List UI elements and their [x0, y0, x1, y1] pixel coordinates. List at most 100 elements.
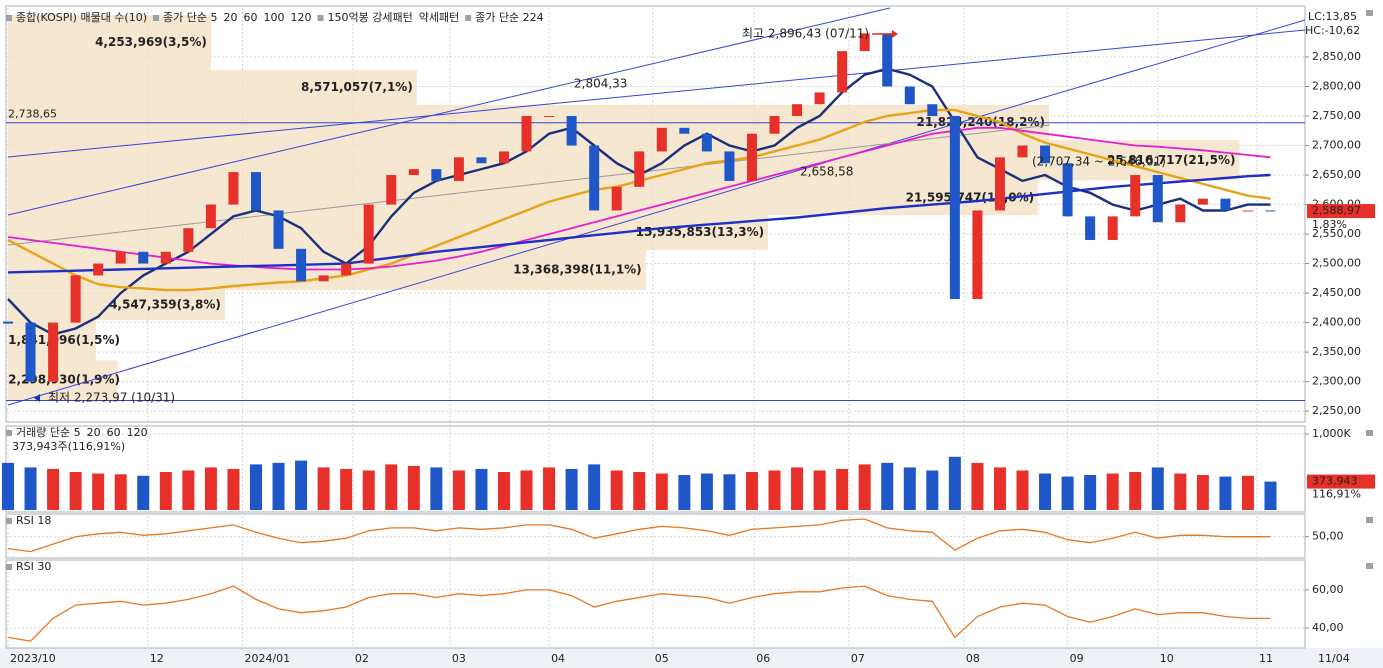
legend-entry: 거래량 단순 5 — [16, 426, 81, 439]
annotation: 2,804,33 — [574, 77, 627, 91]
y-tick-label: 2,550,00 — [1312, 227, 1361, 240]
volume-bar — [633, 472, 646, 510]
icon — [1366, 430, 1373, 436]
volume-bar — [723, 474, 736, 510]
candle — [341, 263, 352, 276]
candle — [724, 151, 735, 181]
volume-bar — [24, 467, 37, 510]
volume-bar — [948, 456, 961, 510]
volume-bar — [340, 468, 353, 510]
y-tick-label: 2,450,00 — [1312, 286, 1361, 299]
last-change-label: 1,83% — [1312, 218, 1347, 231]
candle — [1152, 175, 1163, 223]
legend-entry: 종합(KOSPI) 매물대 수(10) — [16, 11, 147, 24]
legend-entry: 150억봉 강세패턴 — [328, 11, 413, 24]
volume-bar — [610, 470, 623, 510]
volume-bar — [858, 464, 871, 510]
annotation-arrowhead — [34, 394, 40, 402]
volume-bar — [317, 467, 330, 510]
candle — [93, 263, 104, 276]
volume-bar — [362, 470, 375, 510]
x-tick-label: 06 — [756, 652, 770, 665]
volume-bar — [565, 468, 578, 510]
legend-entry: 120 — [127, 426, 148, 439]
candle — [1220, 198, 1231, 211]
volume-bar — [47, 468, 60, 510]
candle — [363, 204, 374, 264]
x-tick-label: 08 — [966, 652, 980, 665]
volume-bar — [926, 470, 939, 510]
candle — [994, 157, 1005, 211]
x-tick-label: 03 — [452, 652, 466, 665]
legend-entry: 20 — [224, 11, 238, 24]
y-tick-label: 60,00 — [1312, 583, 1344, 596]
candle — [115, 251, 126, 264]
volume-subtitle: 373,943주(116,91%) — [12, 440, 125, 453]
volume-profile-bar — [8, 290, 225, 321]
trend-line — [7, 7, 891, 216]
candle — [228, 172, 239, 205]
volume-bar — [385, 464, 398, 510]
candle — [1017, 145, 1028, 158]
volume-bar — [249, 464, 262, 510]
volume-bar — [1061, 476, 1074, 510]
volume-bar — [407, 465, 420, 510]
volume-bar — [971, 462, 984, 510]
volume-bar — [768, 470, 781, 510]
candle — [296, 248, 307, 282]
volume-bar — [69, 472, 82, 510]
candle — [1130, 175, 1141, 217]
annotation: 최저 2,273,97 (10/31) — [48, 391, 175, 405]
y-tick-label: 2,500,00 — [1312, 257, 1361, 270]
y-tick-label: 2,800,00 — [1312, 80, 1361, 93]
legend-entry: 60 — [244, 11, 258, 24]
volume-bar — [1129, 472, 1142, 510]
price-panel — [5, 5, 1306, 423]
front-layer: 2,250,00 2,300,00 2,350,00 2,400,00 2,450,00… — [2, 10, 1375, 665]
volume-bar — [1196, 475, 1209, 510]
legend-square — [153, 15, 160, 21]
candle — [859, 33, 870, 52]
candle — [814, 92, 825, 105]
candle — [611, 186, 622, 211]
hc-label: HC:-10,62 — [1305, 24, 1360, 37]
volume-bar — [543, 467, 556, 510]
candle — [48, 322, 59, 382]
volume-bar — [159, 472, 172, 510]
volume-bar — [272, 462, 285, 510]
candle — [904, 86, 915, 105]
x-tick-label: 04 — [551, 652, 565, 665]
candle — [1040, 145, 1051, 164]
candle — [386, 175, 397, 205]
rsi-line — [7, 585, 1271, 642]
x-tick-label: 10 — [1160, 652, 1174, 665]
volume-bar — [588, 464, 601, 510]
y-tick-label: 2,750,00 — [1312, 109, 1361, 122]
candle — [318, 275, 329, 282]
candle — [792, 104, 803, 117]
volume-bar — [1016, 470, 1029, 510]
candle — [70, 275, 81, 323]
y-tick-label: 2,350,00 — [1312, 345, 1361, 358]
volume-bar — [2, 462, 14, 510]
candle — [476, 157, 487, 164]
volume-bar — [903, 467, 916, 510]
volume-profile-label: 1,841,096(1,5%) — [8, 333, 120, 347]
candle — [679, 127, 690, 134]
candle — [205, 204, 216, 229]
icon — [1366, 517, 1373, 523]
annotation-arrowhead — [892, 30, 898, 38]
volume-profile-label: 4,547,359(3,8%) — [109, 298, 221, 312]
x-tick-label: 09 — [1070, 652, 1084, 665]
legend-square — [465, 15, 472, 21]
last-price-label: 2,588,97 — [1312, 204, 1361, 217]
trend-line — [7, 19, 1306, 406]
volume-bar — [745, 472, 758, 510]
lc-label: LC:13,85 — [1308, 10, 1357, 23]
y-tick-label: 2,400,00 — [1312, 316, 1361, 329]
volume-bar — [881, 462, 894, 510]
y-tick-label: 50,00 — [1312, 530, 1344, 543]
candle — [498, 151, 509, 164]
volume-profile-label: 13,368,398(11,1%) — [513, 263, 642, 277]
x-tick-label: 07 — [851, 652, 865, 665]
